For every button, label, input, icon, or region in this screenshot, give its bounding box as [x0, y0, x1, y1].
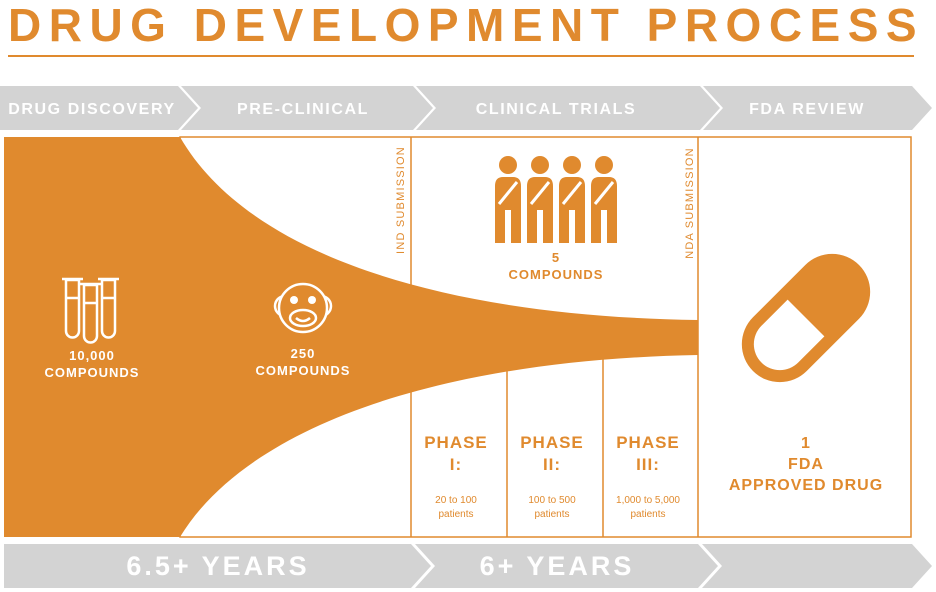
discovery-count: 10,000 — [69, 348, 115, 363]
discovery-unit: COMPOUNDS — [45, 365, 140, 380]
preclinical-count: 250 — [291, 346, 316, 361]
phase-1: PHASE I: 20 to 100 patients — [424, 433, 488, 520]
ind-submission-label: IND SUBMISSION — [395, 146, 407, 254]
clinical-content: 5 COMPOUNDS — [495, 156, 617, 282]
preclinical-content: 250 COMPOUNDS — [256, 282, 351, 378]
phase-2-numeral: II: — [543, 455, 561, 474]
phase-3-numeral: III: — [636, 455, 660, 474]
review-line-2: APPROVED DRUG — [729, 477, 883, 494]
phase-1-numeral: I: — [450, 455, 462, 474]
person-figure — [495, 156, 521, 243]
compound-funnel — [180, 137, 698, 537]
people-icon — [495, 156, 617, 243]
stage-label-pre-clinical: PRE-CLINICAL — [237, 101, 369, 118]
stage-chevron-clinical-trials — [416, 86, 720, 130]
timeline-chevron-early — [4, 544, 431, 588]
phase-3-label: PHASE — [616, 433, 680, 452]
clinical-count: 5 — [552, 250, 560, 265]
review-content: 1 FDA APPROVED DRUG — [729, 253, 883, 494]
page-title: DRUG DEVELOPMENT PROCESS — [8, 0, 925, 51]
monkey-icon — [273, 282, 333, 334]
discovery-panel — [4, 137, 180, 537]
stage-label-clinical-trials: CLINICAL TRIALS — [476, 101, 637, 118]
phase-1-patients: patients — [438, 509, 473, 520]
phase-3: PHASE III: 1,000 to 5,000 patients — [616, 433, 680, 520]
stage-chevron-pre-clinical — [181, 86, 433, 130]
review-count: 1 — [801, 435, 811, 452]
phase-2-patients: patients — [534, 509, 569, 520]
nda-submission-label: NDA SUBMISSION — [684, 147, 696, 259]
timeline-label-early: 6.5+ YEARS — [126, 551, 309, 581]
timeline-chevron-end — [702, 544, 932, 588]
timeline-band: 6.5+ YEARS 6+ YEARS — [4, 544, 932, 588]
pill-capsule-icon — [741, 253, 871, 383]
stage-chevron-fda-review — [703, 86, 932, 130]
stage-label-fda-review: FDA REVIEW — [749, 101, 865, 118]
phase-3-patients: patients — [630, 509, 665, 520]
timeline-label-clinical: 6+ YEARS — [480, 551, 635, 581]
stage-label-drug-discovery: DRUG DISCOVERY — [8, 101, 176, 118]
phase-3-range: 1,000 to 5,000 — [616, 495, 680, 506]
person-figure — [591, 156, 617, 243]
title-divider — [8, 55, 914, 57]
test-tubes-icon — [62, 277, 119, 344]
review-line-1: FDA — [788, 456, 824, 473]
timeline-chevron-clinical — [415, 544, 718, 588]
stage-band: DRUG DISCOVERY PRE-CLINICAL CLINICAL TRI… — [0, 86, 932, 130]
person-figure — [527, 156, 553, 243]
stage-chevron-drug-discovery — [0, 86, 198, 130]
phase-2: PHASE II: 100 to 500 patients — [520, 433, 584, 520]
person-figure — [559, 156, 585, 243]
phase-2-label: PHASE — [520, 433, 584, 452]
clinical-unit: COMPOUNDS — [509, 267, 604, 282]
phase-2-range: 100 to 500 — [528, 495, 576, 506]
phase-1-range: 20 to 100 — [435, 495, 477, 506]
preclinical-unit: COMPOUNDS — [256, 363, 351, 378]
discovery-content: 10,000 COMPOUNDS — [45, 277, 140, 380]
process-body — [4, 136, 912, 538]
phase-1-label: PHASE — [424, 433, 488, 452]
